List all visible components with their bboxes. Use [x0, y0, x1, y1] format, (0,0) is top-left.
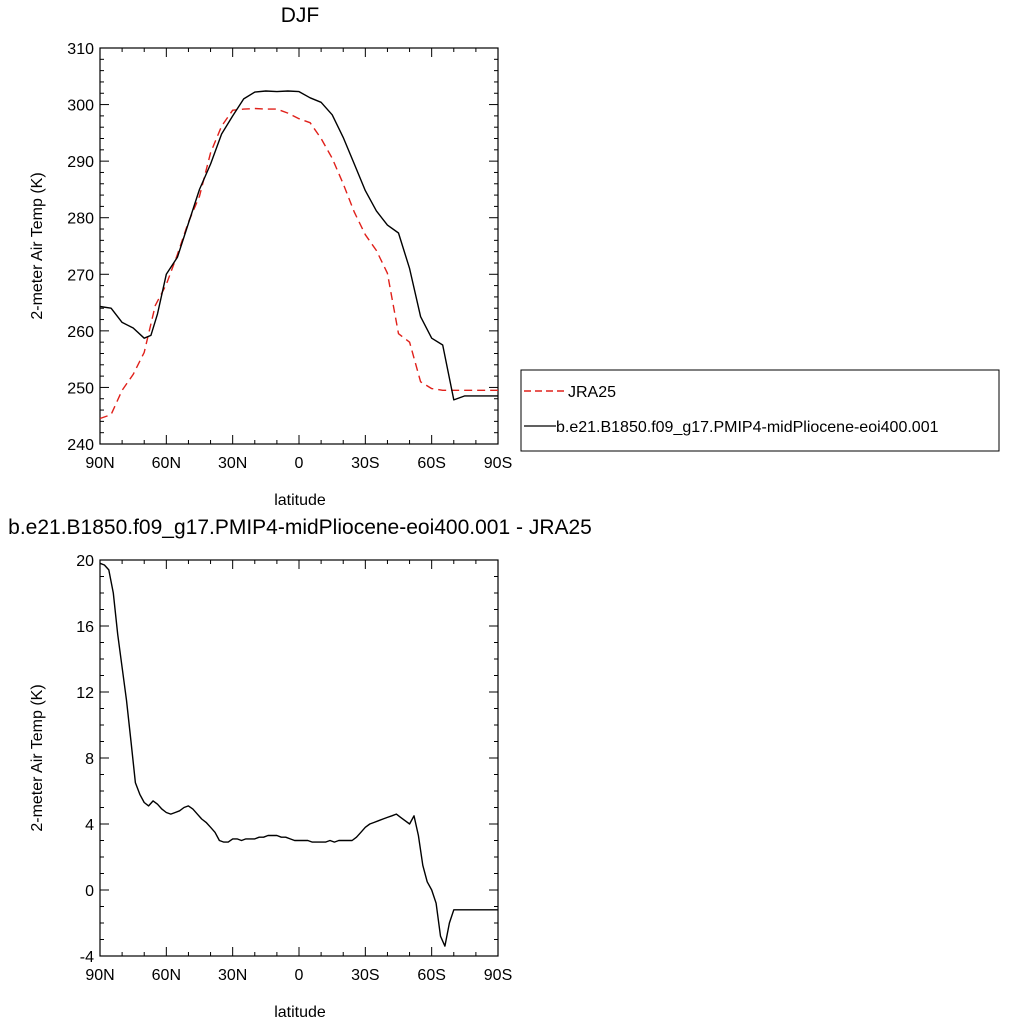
bottom-x-tick-label: 90N	[85, 967, 114, 984]
top-panel: DJF 2-meter Air Temp (K) latitude 90N 60N…	[29, 4, 512, 509]
bottom-x-axis-label: latitude	[274, 1004, 326, 1021]
bottom-y-tick-label: -4	[80, 949, 94, 966]
legend: JRA25 b.e21.B1850.f09_g17.PMIP4-midPlioc…	[520, 369, 1000, 452]
bottom-axis-ticks: 90N 60N 30N 0 30S 60S 90S -4 0 4 8 12 16 20	[76, 553, 512, 984]
top-y-tick-label: 260	[67, 324, 94, 341]
top-x-tick-label: 30N	[218, 455, 247, 472]
bottom-x-tick-label: 30S	[351, 967, 379, 984]
top-y-tick-label: 290	[67, 154, 94, 171]
top-axis-ticks: 90N 60N 30N 0 30S 60S 90S 240 250 260 270 280 290 300…	[67, 41, 512, 472]
bottom-y-axis-label: 2-meter Air Temp (K)	[29, 684, 46, 831]
top-y-tick-label: 300	[67, 98, 94, 115]
top-x-tick-label: 60S	[417, 455, 445, 472]
bottom-x-tick-label: 60N	[152, 967, 181, 984]
bottom-x-tick-label: 30N	[218, 967, 247, 984]
top-y-tick-label: 270	[67, 267, 94, 284]
bottom-y-tick-label: 0	[85, 883, 94, 900]
top-x-tick-label: 0	[295, 455, 304, 472]
legend-model-label: b.e21.B1850.f09_g17.PMIP4-midPliocene-eo…	[556, 419, 939, 436]
bottom-series-line-difference	[99, 562, 498, 947]
top-y-tick-label: 280	[67, 211, 94, 228]
top-y-tick-label: 240	[67, 437, 94, 454]
top-y-axis-label: 2-meter Air Temp (K)	[29, 172, 46, 319]
top-x-tick-label: 90S	[484, 455, 512, 472]
top-x-tick-label: 30S	[351, 455, 379, 472]
top-plot-frame	[99, 47, 499, 445]
top-series-line-jra25	[99, 107, 498, 420]
bottom-y-tick-label: 4	[85, 817, 94, 834]
bottom-y-tick-label: 12	[76, 685, 94, 702]
top-x-tick-label: 60N	[152, 455, 181, 472]
bottom-x-tick-label: 60S	[417, 967, 445, 984]
top-chart-title: DJF	[281, 4, 320, 27]
bottom-plot-frame	[99, 559, 499, 957]
bottom-panel: b.e21.B1850.f09_g17.PMIP4-midPliocene-eo…	[8, 516, 592, 1021]
legend-box	[520, 369, 1000, 452]
top-series-lines	[99, 90, 498, 420]
bottom-y-tick-label: 16	[76, 619, 94, 636]
top-x-axis-label: latitude	[274, 492, 326, 509]
top-x-tick-label: 90N	[85, 455, 114, 472]
bottom-x-tick-label: 0	[295, 967, 304, 984]
top-y-tick-label: 250	[67, 380, 94, 397]
legend-jra25-label: JRA25	[568, 384, 616, 401]
bottom-series-lines	[99, 562, 498, 947]
top-series-line-b-e21-b1850-f09-g17-pmip4-midpliocene-eoi400-001	[99, 90, 498, 401]
bottom-chart-title: b.e21.B1850.f09_g17.PMIP4-midPliocene-eo…	[8, 516, 592, 539]
bottom-x-tick-label: 90S	[484, 967, 512, 984]
bottom-y-tick-label: 8	[85, 751, 94, 768]
bottom-y-tick-label: 20	[76, 553, 94, 570]
top-y-tick-label: 310	[67, 41, 94, 58]
